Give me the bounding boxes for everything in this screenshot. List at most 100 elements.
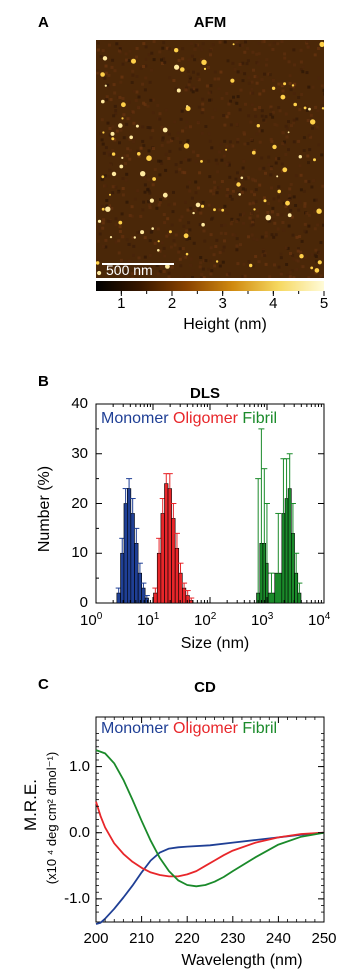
afm-texture-cell xyxy=(251,177,254,181)
afm-texture-cell xyxy=(226,188,230,192)
dls-xtick-label: 102 xyxy=(194,611,216,629)
afm-particle xyxy=(203,67,207,70)
afm-texture-cell xyxy=(304,230,308,234)
cd-ytick-label: 0.0 xyxy=(69,823,90,841)
afm-texture-cell xyxy=(260,129,264,133)
afm-particle xyxy=(221,208,225,212)
afm-texture-cell xyxy=(161,46,165,50)
afm-texture-cell xyxy=(247,81,251,85)
afm-texture-cell xyxy=(106,175,110,179)
afm-texture-cell xyxy=(316,109,320,113)
afm-texture-cell xyxy=(243,50,247,54)
afm-texture-cell xyxy=(119,258,123,262)
afm-texture-cell xyxy=(139,146,143,150)
afm-texture-cell xyxy=(271,110,275,114)
dls-xtick-exp: 4 xyxy=(324,611,331,622)
afm-texture-cell xyxy=(197,120,201,124)
afm-texture-cell xyxy=(182,275,186,278)
afm-texture-cell xyxy=(207,132,211,136)
afm-texture-cell xyxy=(194,43,198,47)
afm-texture-cell xyxy=(226,191,230,194)
afm-texture-cell xyxy=(280,213,284,217)
cd-line-fibril xyxy=(95,749,325,888)
afm-particle xyxy=(110,131,115,136)
afm-texture-cell xyxy=(163,254,167,258)
afm-particle xyxy=(308,107,311,111)
afm-texture-cell xyxy=(277,86,281,90)
afm-texture-cell xyxy=(218,264,222,268)
afm-texture-cell xyxy=(212,253,216,257)
afm-texture-cell xyxy=(233,233,237,237)
afm-texture-cell xyxy=(228,140,232,144)
cd-frame xyxy=(95,716,325,923)
afm-texture-cell xyxy=(155,206,159,210)
afm-texture-cell xyxy=(240,43,244,47)
afm-texture-cell xyxy=(283,202,287,206)
afm-texture-cell xyxy=(284,124,288,128)
afm-texture-cell xyxy=(313,227,317,231)
afm-texture-cell xyxy=(121,177,125,180)
afm-texture-cell xyxy=(271,206,275,210)
afm-texture-cell xyxy=(107,153,111,157)
afm-texture-cell xyxy=(125,154,129,158)
afm-texture-cell xyxy=(126,147,130,151)
afm-title: AFM xyxy=(193,14,227,31)
afm-texture-cell xyxy=(99,55,103,58)
afm-texture-cell xyxy=(303,202,307,206)
afm-texture-cell xyxy=(314,105,318,109)
afm-texture-cell xyxy=(322,88,324,92)
afm-particle xyxy=(121,102,126,108)
afm-texture-cell xyxy=(187,75,191,79)
afm-texture-cell xyxy=(263,72,266,76)
afm-texture-cell xyxy=(100,118,104,122)
afm-texture-cell xyxy=(238,175,242,179)
afm-texture-cell xyxy=(132,121,136,125)
dls-bar-fibril xyxy=(281,513,286,604)
afm-texture-cell xyxy=(153,241,157,245)
afm-texture-cell xyxy=(315,259,318,263)
afm-texture-cell xyxy=(281,130,285,134)
afm-texture-cell xyxy=(184,126,188,130)
afm-texture-cell xyxy=(151,129,155,133)
cd-xtick-label: 210 xyxy=(129,930,155,947)
afm-texture-cell xyxy=(127,100,131,104)
afm-texture-cell xyxy=(236,137,240,141)
afm-texture-cell xyxy=(190,196,194,200)
afm-particle xyxy=(118,220,123,225)
afm-texture-cell xyxy=(159,198,163,202)
afm-texture-cell xyxy=(149,230,153,234)
afm-texture-cell xyxy=(273,123,277,127)
afm-texture-cell xyxy=(143,174,147,178)
afm-texture-cell xyxy=(289,182,293,186)
afm-texture-cell xyxy=(152,40,156,44)
afm-texture-cell xyxy=(262,166,266,170)
afm-texture-cell xyxy=(113,138,117,142)
afm-texture-cell xyxy=(132,89,136,93)
afm-texture-cell xyxy=(235,123,239,127)
afm-texture-cell xyxy=(292,83,296,87)
afm-texture-cell xyxy=(258,129,262,133)
afm-texture-cell xyxy=(134,272,138,276)
afm-texture-cell xyxy=(230,192,234,196)
afm-particle xyxy=(118,123,123,128)
afm-texture-cell xyxy=(223,149,227,153)
afm-texture-cell xyxy=(291,253,295,257)
afm-texture-cell xyxy=(303,204,307,208)
afm-texture-cell xyxy=(136,105,140,109)
afm-texture-cell xyxy=(286,205,290,209)
afm-texture-cell xyxy=(222,114,226,117)
afm-texture-cell xyxy=(197,78,201,82)
afm-texture-cell xyxy=(239,243,242,247)
afm-texture-cell xyxy=(202,259,206,263)
afm-texture-cell xyxy=(108,133,112,137)
afm-texture-cell xyxy=(115,42,119,46)
afm-texture-cell xyxy=(108,127,112,130)
cd-ytick-label: -1.0 xyxy=(64,889,90,907)
afm-texture-cell xyxy=(235,101,239,105)
afm-texture-cell xyxy=(142,65,145,68)
afm-texture-cell xyxy=(155,263,159,267)
afm-particle xyxy=(183,143,190,149)
afm-texture-cell xyxy=(191,269,195,273)
afm-particle xyxy=(137,152,141,156)
afm-texture-cell xyxy=(274,157,278,161)
